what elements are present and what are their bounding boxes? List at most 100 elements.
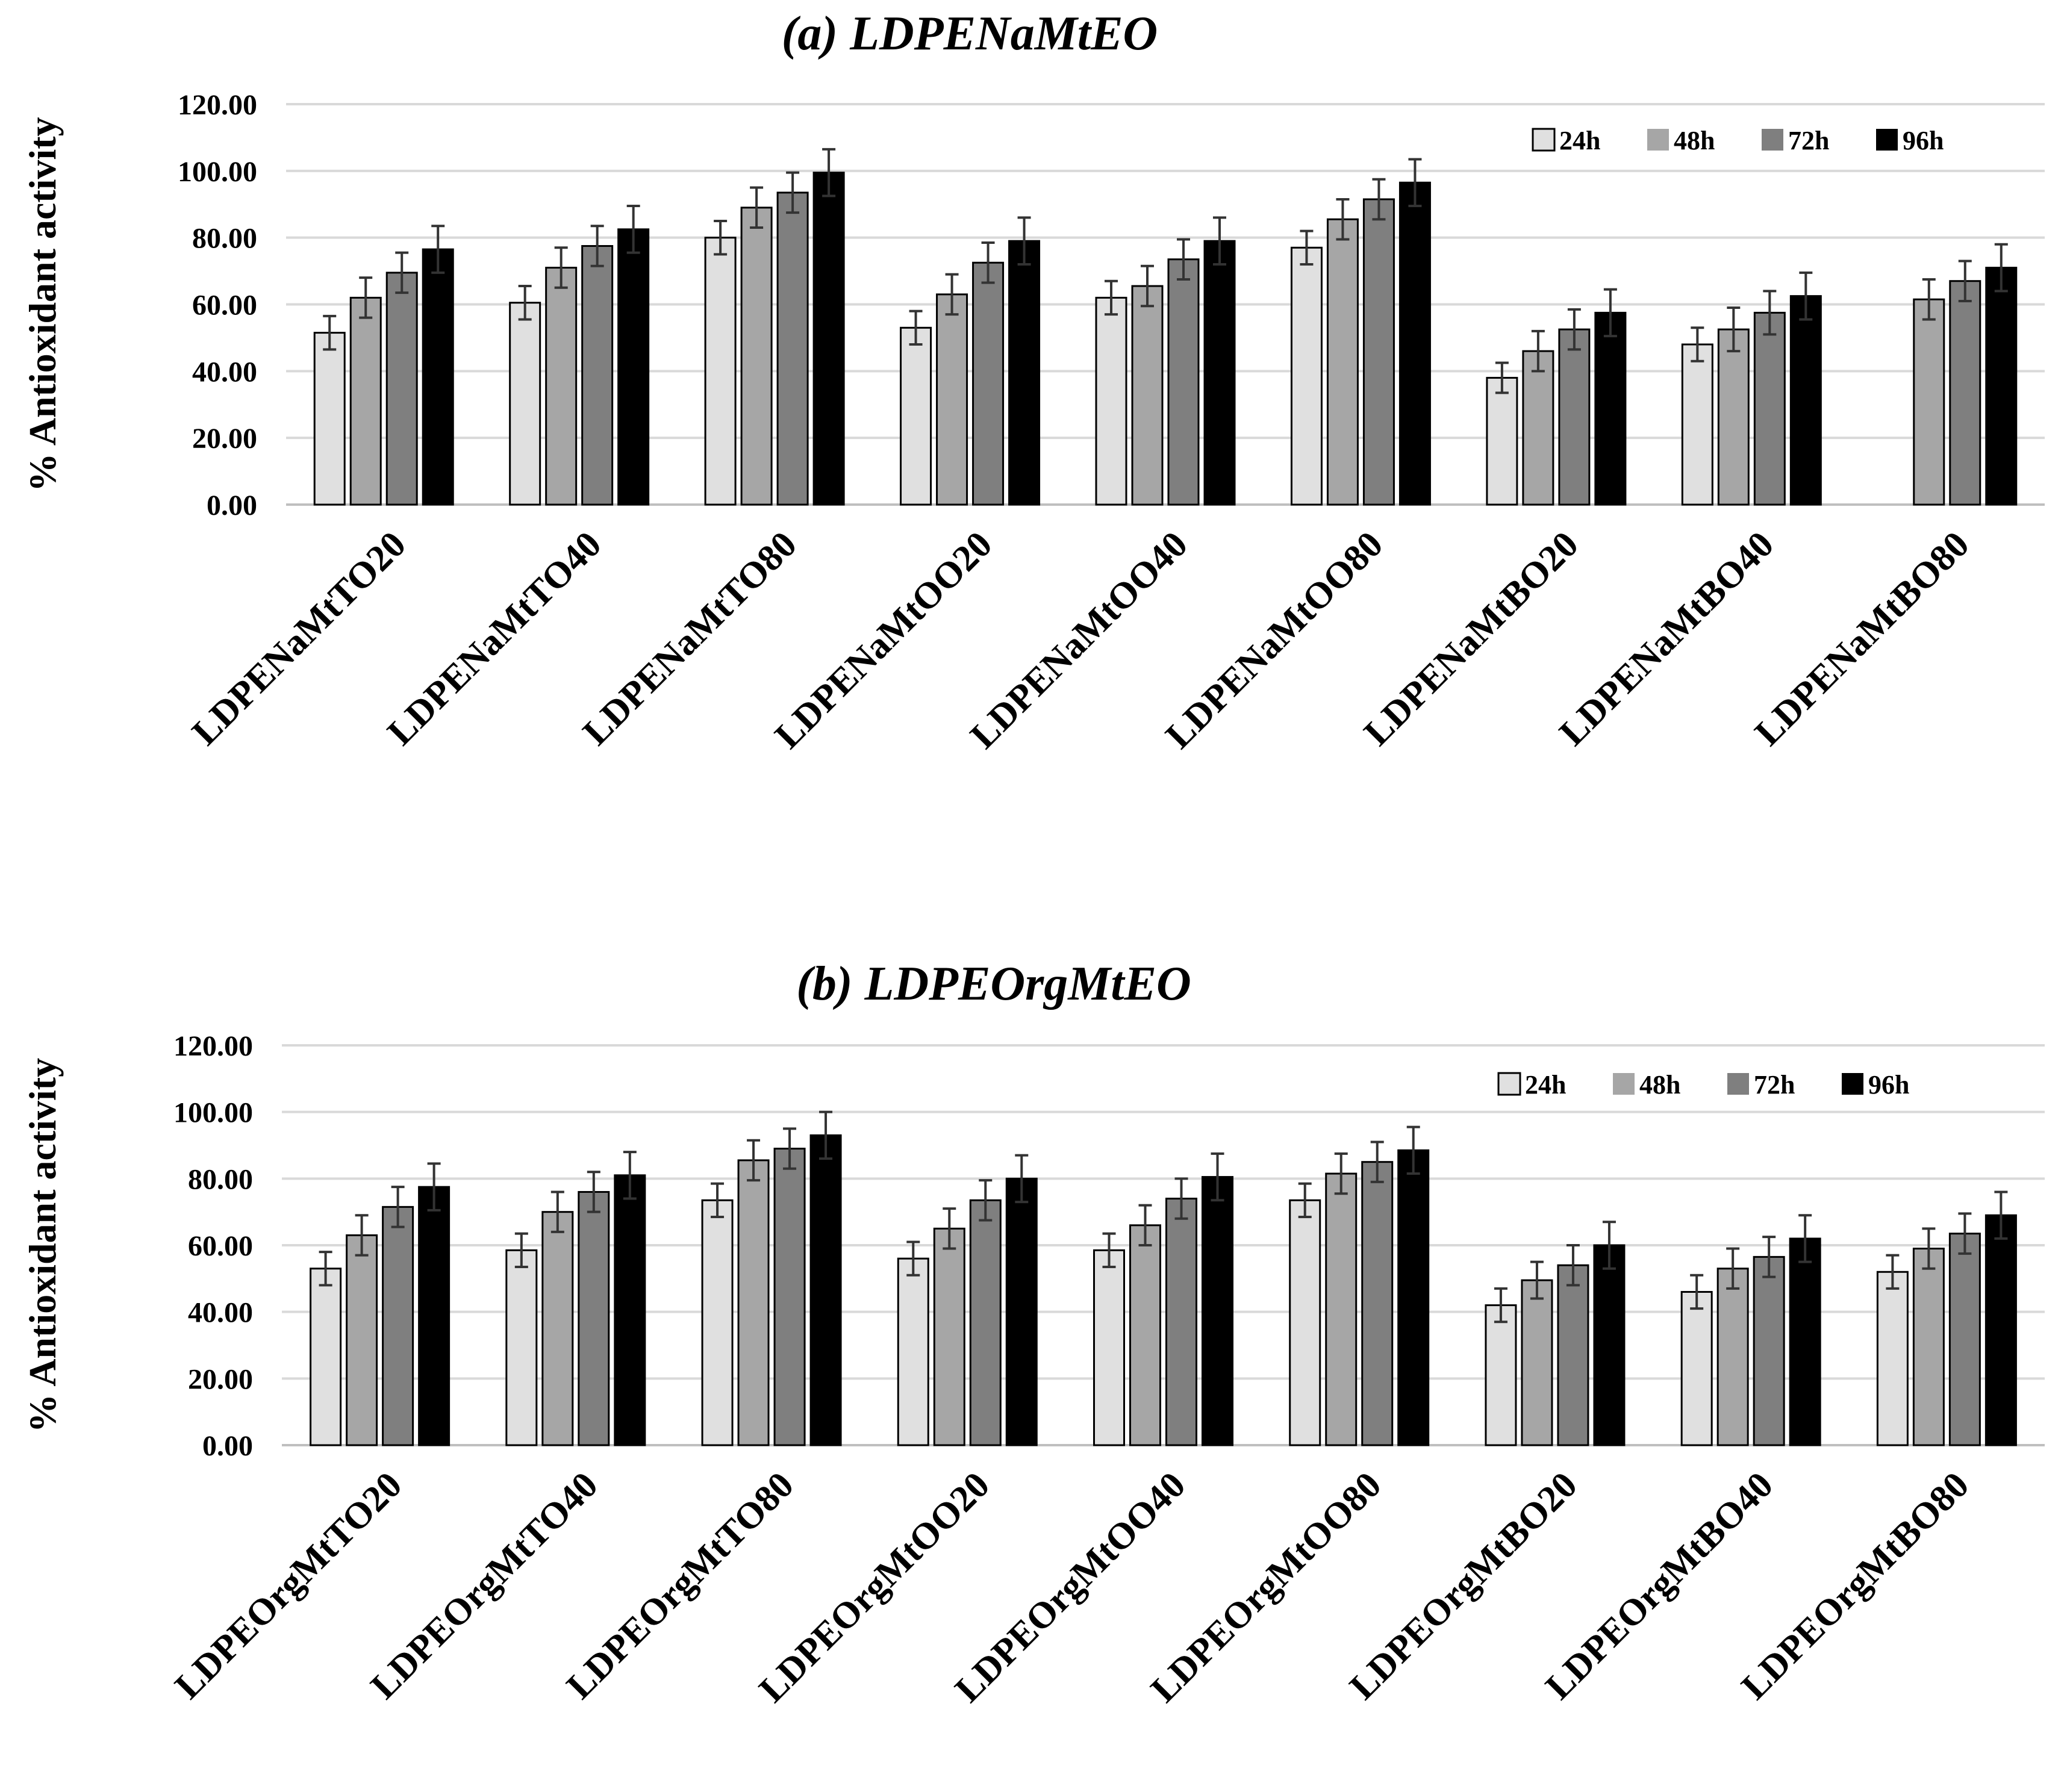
- legend-swatch: [1727, 1073, 1749, 1095]
- bar-96h: [1985, 267, 2018, 506]
- bar-48h: [933, 1227, 965, 1446]
- bar-24h: [1876, 1271, 1909, 1446]
- bar-24h: [509, 302, 541, 506]
- bar-48h: [1717, 328, 1750, 506]
- bar-24h: [1093, 1249, 1125, 1446]
- y-tick-label: 120.00: [178, 89, 257, 121]
- bar-48h: [349, 296, 382, 506]
- bar-24h: [1289, 1199, 1321, 1446]
- bar-24h: [1680, 1290, 1713, 1446]
- bar-24h: [313, 332, 346, 506]
- bar-72h: [1362, 198, 1395, 506]
- bar-48h: [1325, 1172, 1358, 1446]
- y-tick-label: 120.00: [173, 1030, 253, 1062]
- bar-24h: [704, 237, 737, 506]
- y-tick-label: 60.00: [192, 290, 257, 322]
- bar-72h: [972, 261, 1005, 506]
- bar-48h: [1131, 285, 1164, 506]
- bar-96h: [1789, 1237, 1821, 1446]
- bar-24h: [1095, 296, 1127, 506]
- bar-48h: [1522, 350, 1554, 506]
- bar-72h: [773, 1148, 806, 1446]
- bar-96h: [614, 1174, 646, 1446]
- bar-48h: [936, 293, 968, 506]
- bar-72h: [1557, 1264, 1589, 1446]
- x-category-label: LDPENaMtOO20: [767, 524, 1000, 757]
- bar-24h: [1486, 376, 1518, 506]
- y-axis-label: % Antioxidant activity: [21, 117, 64, 491]
- bar-48h: [1326, 218, 1359, 506]
- x-category-label: LDPENaMtTO40: [380, 524, 610, 753]
- bar-96h: [812, 172, 845, 506]
- y-tick-label: 40.00: [192, 356, 257, 388]
- bar-24h: [1290, 246, 1323, 506]
- bar-48h: [1912, 1248, 1945, 1446]
- bar-72h: [385, 272, 418, 506]
- x-category-label: LDPENaMtTO20: [184, 524, 414, 753]
- bar-72h: [1167, 258, 1200, 506]
- bar-72h: [1361, 1161, 1394, 1446]
- legend-label: 72h: [1788, 126, 1829, 155]
- bar-72h: [1948, 1233, 1981, 1446]
- bar-96h: [1593, 1244, 1626, 1446]
- bar-48h: [737, 1159, 770, 1446]
- bar-96h: [1594, 311, 1627, 506]
- bar-96h: [1005, 1177, 1038, 1446]
- bar-24h: [900, 326, 932, 506]
- x-category-label: LDPENaMtBO40: [1551, 524, 1782, 754]
- legend-label: 48h: [1639, 1070, 1680, 1100]
- bar-72h: [1949, 280, 1981, 506]
- y-tick-label: 40.00: [188, 1297, 253, 1329]
- bar-72h: [969, 1199, 1002, 1446]
- legend-swatch: [1876, 129, 1898, 151]
- legend-swatch: [1647, 129, 1669, 151]
- bar-96h: [1397, 1149, 1430, 1446]
- legend-swatch: [1532, 128, 1556, 152]
- bar-96h: [617, 228, 650, 506]
- bar-48h: [1521, 1279, 1553, 1446]
- bar-48h: [541, 1211, 574, 1446]
- bar-48h: [346, 1234, 378, 1446]
- bar-24h: [1681, 343, 1713, 506]
- bar-96h: [418, 1186, 450, 1446]
- y-tick-label: 20.00: [188, 1363, 253, 1395]
- bar-96h: [1398, 181, 1431, 506]
- bar-48h: [1129, 1224, 1161, 1446]
- bar-48h: [740, 207, 773, 506]
- legend-label: 24h: [1559, 126, 1600, 155]
- chart-title: (a) LDPENaMtEO: [782, 7, 1158, 60]
- bar-24h: [505, 1249, 538, 1446]
- x-category-label: LDPENaMtOO40: [962, 524, 1196, 757]
- bar-72h: [578, 1190, 610, 1446]
- x-category-label: LDPENaMtOO80: [1158, 524, 1391, 757]
- bar-72h: [1165, 1198, 1197, 1446]
- legend-label: 24h: [1525, 1070, 1566, 1100]
- bar-96h: [1202, 1176, 1233, 1446]
- bar-96h: [1789, 295, 1822, 506]
- y-tick-label: 80.00: [192, 223, 257, 255]
- chart-panel-b: (b) LDPEOrgMtEO % Antioxidant activity 0.0…: [21, 957, 2045, 1710]
- x-category-label: LDPENaMtTO80: [575, 524, 805, 753]
- legend-label: 72h: [1754, 1070, 1795, 1100]
- bar-96h: [1984, 1214, 2017, 1446]
- y-axis-label: % Antioxidant activity: [21, 1058, 64, 1433]
- y-tick-label: 100.00: [173, 1097, 253, 1129]
- chart-panel-a: (a) LDPENaMtEO % Antioxidant activity 0.00…: [21, 7, 2045, 756]
- legend-label: 96h: [1903, 126, 1944, 155]
- legend-swatch: [1762, 129, 1783, 151]
- bar-72h: [382, 1206, 414, 1446]
- y-tick-label: 0.00: [202, 1430, 253, 1462]
- bar-96h: [809, 1134, 842, 1446]
- bar-96h: [1203, 240, 1236, 506]
- y-tick-label: 20.00: [192, 423, 257, 455]
- bar-72h: [1753, 311, 1786, 506]
- x-category-label: LDPENaMtBO80: [1747, 524, 1977, 754]
- y-tick-label: 0.00: [207, 490, 257, 521]
- bar-24h: [897, 1257, 929, 1446]
- bar-96h: [422, 248, 454, 506]
- legend-swatch: [1842, 1073, 1863, 1095]
- bar-96h: [1008, 240, 1041, 506]
- bar-24h: [701, 1199, 734, 1446]
- y-tick-label: 60.00: [188, 1230, 253, 1262]
